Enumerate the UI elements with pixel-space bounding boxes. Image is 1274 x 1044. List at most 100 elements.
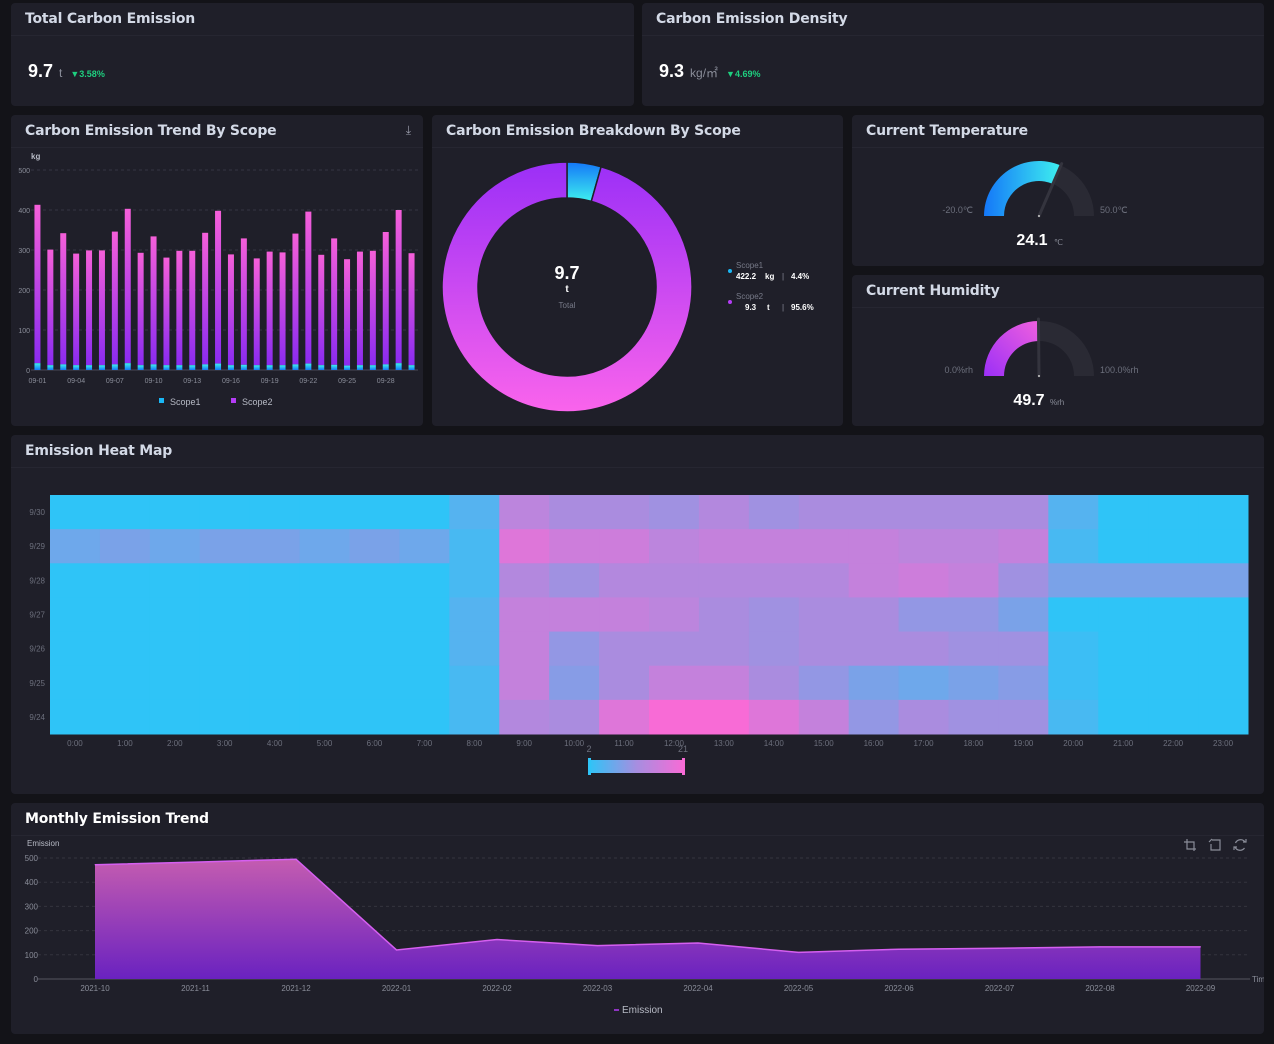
area-line (94, 858, 1201, 954)
heat-cell-9/26-18:00 (948, 631, 999, 667)
heat-cell-9/26-5:00 (299, 631, 350, 667)
x-tick-label: 09-25 (338, 378, 356, 385)
bar-scope1-09-16 (227, 365, 234, 370)
heat-cell-9/25-23:00 (1198, 665, 1249, 701)
heat-cell-9/28-9:00 (499, 563, 550, 598)
legend-unit: t (767, 303, 770, 312)
heat-cell-9/29-17:00 (898, 529, 949, 564)
y-tick-label: 9/26 (29, 645, 45, 654)
heat-cell-9/26-12:00 (649, 631, 700, 667)
gauge-needle-pivot (1038, 215, 1040, 217)
x-tick-label: 10:00 (564, 739, 585, 748)
zoom-icon[interactable] (1184, 839, 1196, 851)
heat-cell-9/24-19:00 (998, 699, 1049, 735)
data-point-2021-10 (94, 864, 96, 866)
zoom-reset-icon[interactable] (1208, 838, 1221, 851)
heat-cell-9/25-22:00 (1148, 665, 1199, 701)
x-tick-label: 4:00 (267, 739, 283, 748)
heat-cell-9/28-12:00 (649, 563, 700, 598)
heat-cell-9/30-17:00 (898, 495, 949, 530)
heat-cell-9/26-14:00 (748, 631, 800, 667)
heat-cell-9/29-9:00 (499, 529, 550, 564)
y-axis-unit: kg (31, 152, 40, 161)
y-tick-label: 300 (18, 248, 30, 255)
temperature-gauge: -20.0℃ 50.0℃ 24.1 ℃ (942, 160, 1128, 249)
humidity-card: Current Humidity 0.0%rh 100.0%rh 49.7 %r… (852, 275, 1264, 426)
heat-cell-9/26-6:00 (349, 631, 400, 667)
heat-cell-9/28-2:00 (149, 563, 201, 598)
heat-cell-9/24-14:00 (748, 699, 800, 735)
heat-cell-9/24-9:00 (499, 699, 550, 735)
bar-scope2-09-12 (176, 250, 183, 366)
heat-cell-9/24-16:00 (848, 699, 900, 735)
x-tick-label: 0:00 (67, 739, 83, 748)
bar-scope1-09-30 (408, 365, 415, 370)
legend-percent: 4.4% (791, 272, 809, 281)
x-tick-label: 2022-01 (382, 984, 412, 993)
legend-unit: kg (765, 272, 774, 281)
divider (11, 467, 1264, 468)
heat-cell-9/30-19:00 (998, 495, 1049, 530)
legend-item-emission[interactable]: Emission (622, 1005, 663, 1016)
legend-dot-scope1 (728, 269, 732, 273)
heat-cell-9/25-5:00 (299, 665, 350, 701)
card-title: Total Carbon Emission (25, 11, 196, 27)
x-tick-label: 21:00 (1113, 739, 1134, 748)
heat-cell-9/27-6:00 (349, 597, 400, 633)
heat-cell-9/27-3:00 (199, 597, 251, 633)
gauge-progress (984, 321, 1039, 376)
heat-cell-9/26-7:00 (399, 631, 450, 667)
card-title: Monthly Emission Trend (25, 811, 209, 827)
restore-icon[interactable] (1233, 839, 1247, 851)
heat-cell-9/25-7:00 (399, 665, 450, 701)
bar-scope2-09-25 (344, 259, 351, 366)
gauge-value: 49.7 (1013, 392, 1044, 409)
heat-cell-9/29-2:00 (149, 529, 201, 564)
visual-map-min-handle[interactable] (588, 758, 591, 775)
heat-cell-9/29-1:00 (99, 529, 151, 564)
heat-cell-9/28-10:00 (549, 563, 600, 598)
heat-cell-9/24-3:00 (199, 699, 251, 735)
card-title: Current Temperature (866, 123, 1028, 139)
heat-cell-9/30-12:00 (649, 495, 700, 530)
heat-cell-9/27-17:00 (898, 597, 949, 633)
bar-scope2-09-18 (253, 258, 260, 366)
heat-cell-9/25-15:00 (798, 665, 850, 701)
heat-cell-9/30-5:00 (299, 495, 350, 530)
x-tick-label: 09-16 (222, 378, 240, 385)
bar-scope2-09-02 (47, 249, 54, 366)
x-tick-label: 16:00 (864, 739, 885, 748)
heat-cell-9/30-11:00 (599, 495, 650, 530)
bar-scope2-09-29 (395, 210, 402, 364)
heat-cell-9/26-3:00 (199, 631, 251, 667)
emission-heatmap: 2 21 9/30 9/29 9/28 9/27 9/26 9/25 9/24 0:00 1:0… (29, 495, 1249, 775)
download-icon[interactable]: ⤓ (405, 123, 411, 137)
bar-scope1-09-06 (98, 365, 105, 370)
heat-cell-9/26-2:00 (149, 631, 201, 667)
heat-cell-9/26-23:00 (1198, 631, 1249, 667)
visual-map-max-handle[interactable] (682, 758, 685, 775)
kpi-card-total-emission: Total Carbon Emission 9.7 t ▼3.58% (11, 3, 634, 106)
card-title: Emission Heat Map (25, 443, 173, 459)
heat-cell-9/24-21:00 (1098, 699, 1149, 735)
legend-item-scope1[interactable]: Scope1 (170, 397, 201, 407)
x-tick-label: 09-04 (67, 378, 85, 385)
triangle-down-icon: ▼ (726, 69, 735, 79)
bar-scope2-09-14 (202, 232, 209, 365)
heat-cell-9/29-4:00 (249, 529, 301, 564)
bar-scope2-09-09 (137, 252, 144, 366)
y-tick-label: 0 (34, 975, 39, 984)
legend-item-scope2[interactable]: Scope2 (242, 397, 273, 407)
legend-name: Scope2 (736, 292, 764, 301)
heat-cell-9/24-12:00 (649, 699, 700, 735)
heat-cell-9/27-15:00 (798, 597, 850, 633)
x-tick-label: 5:00 (317, 739, 333, 748)
bar-scope1-09-24 (331, 364, 338, 370)
bar-scope2-09-16 (227, 254, 234, 366)
triangle-down-icon: ▼ (70, 69, 80, 79)
x-tick-label: 11:00 (614, 739, 634, 748)
y-tick-label: 9/29 (29, 542, 45, 551)
heat-cell-9/29-8:00 (449, 529, 500, 564)
gauge-needle (1037, 162, 1064, 218)
heat-cell-9/25-11:00 (599, 665, 650, 701)
